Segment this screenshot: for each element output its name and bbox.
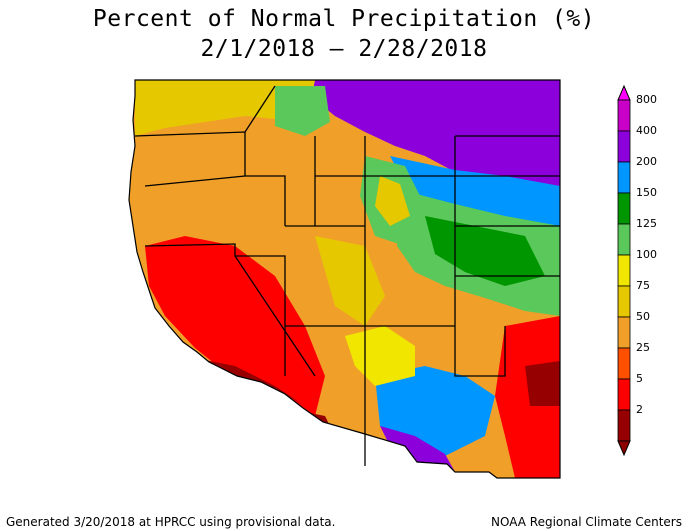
map-canvas <box>128 79 561 479</box>
legend-label-150: 150 <box>636 186 657 199</box>
legend-swatch-125 <box>617 223 631 256</box>
legend-swatch-150 <box>617 192 631 225</box>
legend-label-125: 125 <box>636 217 657 230</box>
legend-swatch-25 <box>617 347 631 380</box>
legend-colorbar <box>617 84 631 457</box>
color-legend: 800 400 200 150 125 100 75 50 25 5 2 <box>612 80 682 460</box>
legend-label-400: 400 <box>636 124 657 137</box>
precipitation-fill-layer <box>129 80 560 478</box>
source-credit: NOAA Regional Climate Centers <box>491 515 682 529</box>
legend-label-200: 200 <box>636 155 657 168</box>
legend-top-arrow <box>617 84 631 101</box>
legend-label-5: 5 <box>636 372 643 385</box>
legend-swatch-800 <box>617 99 631 132</box>
legend-label-2: 2 <box>636 403 643 416</box>
legend-swatch-2 <box>617 409 631 442</box>
coastline <box>128 79 561 479</box>
legend-swatch-100 <box>617 254 631 287</box>
legend-swatch-400 <box>617 130 631 163</box>
map-title: Percent of Normal Precipitation (%) <box>92 6 596 32</box>
map-date-range: 2/1/2018 – 2/28/2018 <box>200 36 488 62</box>
legend-label-800: 800 <box>636 93 657 106</box>
generated-note: Generated 3/20/2018 at HPRCC using provi… <box>6 515 336 529</box>
legend-swatch-5 <box>617 378 631 411</box>
legend-bottom-arrow <box>617 440 631 457</box>
western-us-map <box>125 76 565 486</box>
legend-label-25: 25 <box>636 341 650 354</box>
legend-label-75: 75 <box>636 279 650 292</box>
state-borders <box>134 85 560 466</box>
legend-swatch-75 <box>617 285 631 318</box>
legend-label-100: 100 <box>636 248 657 261</box>
legend-label-50: 50 <box>636 310 650 323</box>
legend-swatch-50 <box>617 316 631 349</box>
legend-swatch-200 <box>617 161 631 194</box>
